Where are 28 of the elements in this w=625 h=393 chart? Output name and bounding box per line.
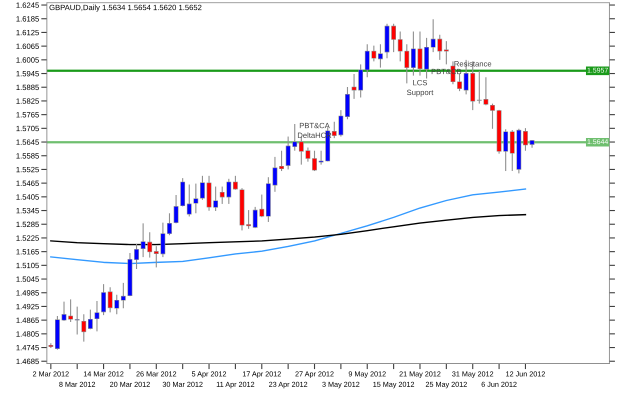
candlestick — [186, 184, 192, 218]
candlestick — [510, 130, 515, 172]
candlestick — [193, 183, 198, 214]
candlestick — [180, 178, 186, 207]
candlestick — [398, 30, 403, 62]
candlestick — [88, 309, 93, 330]
candlestick — [476, 70, 482, 104]
candlestick — [286, 136, 291, 170]
candlestick — [147, 232, 152, 258]
candlestick — [94, 300, 100, 332]
candlestick — [74, 306, 80, 336]
candlestick — [220, 186, 225, 204]
candlestick — [484, 76, 488, 106]
line-series — [50, 214, 526, 246]
candlestick — [292, 123, 298, 152]
candlestick — [332, 121, 337, 139]
candlestick — [404, 44, 410, 84]
candlestick — [444, 40, 449, 65]
candlestick — [140, 222, 146, 258]
line-series — [50, 188, 526, 264]
candlestick — [364, 44, 370, 78]
candlestick — [114, 294, 120, 315]
candlestick — [437, 34, 442, 60]
candlestick — [120, 282, 126, 309]
candlestick — [154, 246, 159, 268]
candlestick — [81, 314, 86, 342]
candlestick — [259, 194, 264, 218]
candlestick — [174, 194, 178, 224]
